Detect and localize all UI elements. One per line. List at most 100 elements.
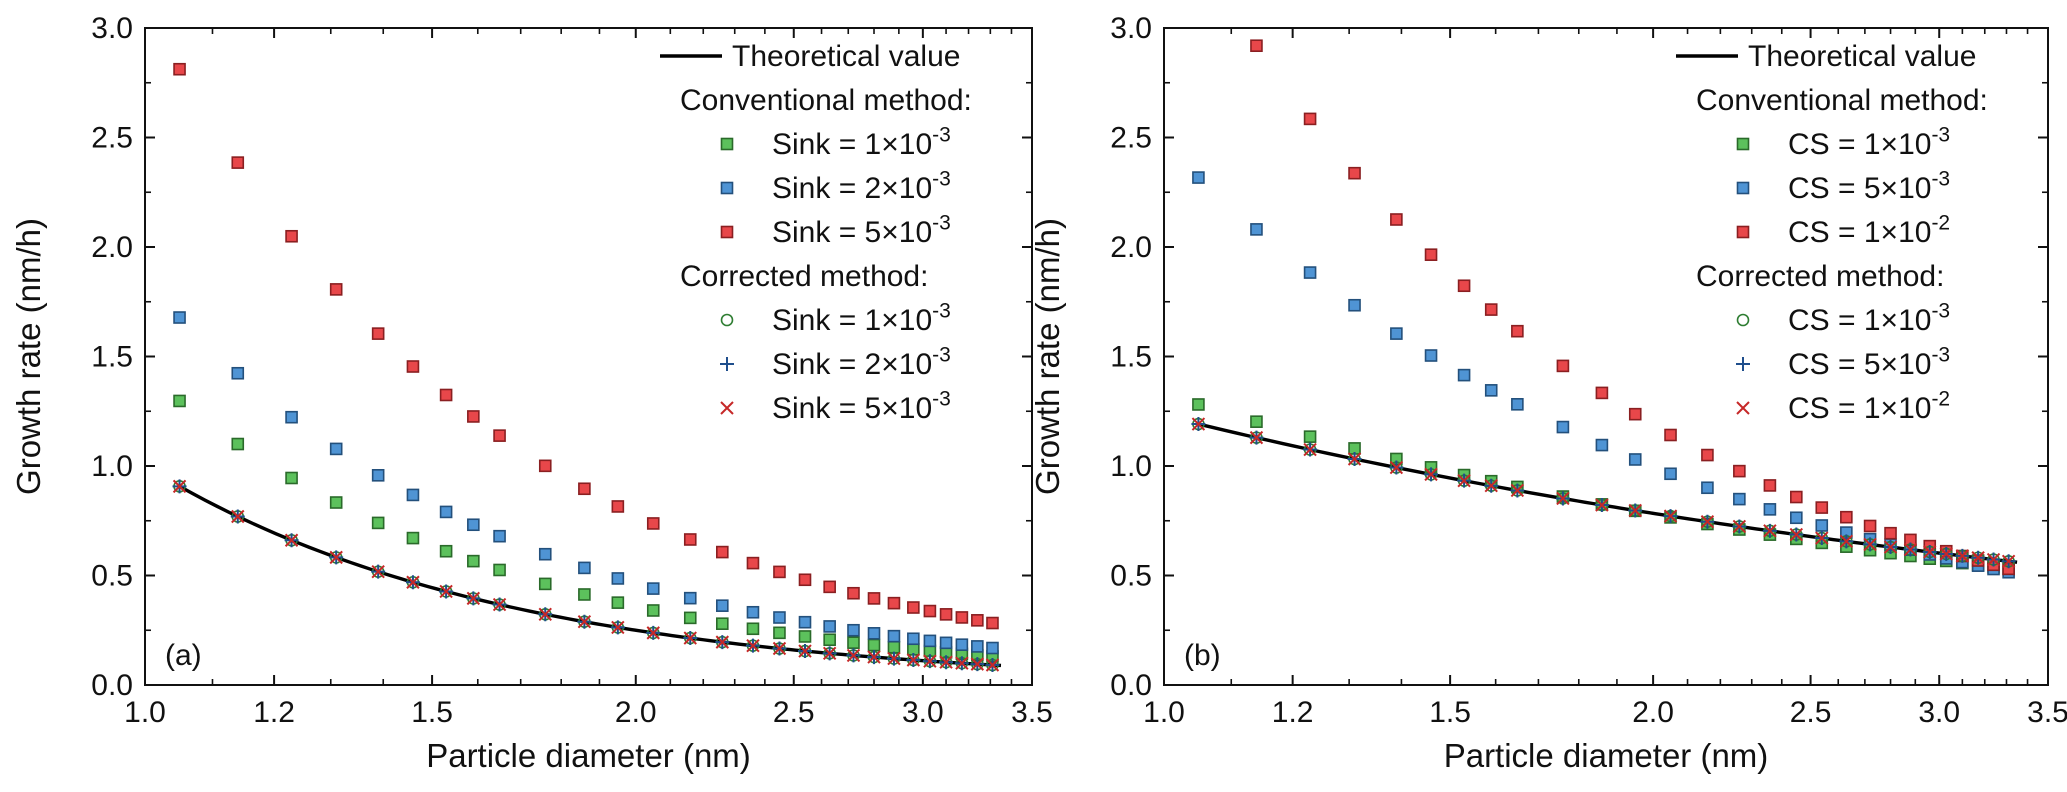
data-point — [822, 646, 837, 661]
data-point — [772, 641, 787, 656]
data-point — [1390, 327, 1403, 340]
data-point — [1733, 464, 1746, 478]
x-axis-title: Particle diameter (nm) — [426, 737, 751, 774]
data-point — [923, 604, 937, 618]
data-point — [611, 572, 625, 585]
data-point — [1191, 417, 1206, 431]
data-point — [329, 496, 343, 509]
data-point — [646, 626, 660, 640]
legend-header: Corrected method: — [680, 260, 928, 293]
legend-marker — [1736, 137, 1750, 151]
legend-marker — [720, 181, 734, 195]
y-tick-label: 2.5 — [1110, 122, 1152, 155]
data-point — [1303, 430, 1317, 443]
legend-label: CS = 1×10-3 — [1788, 123, 1950, 161]
data-point — [1664, 467, 1677, 481]
data-point — [846, 648, 861, 663]
y-tick-label: 0.5 — [91, 560, 133, 593]
data-point — [1348, 298, 1361, 312]
data-point — [467, 410, 480, 423]
y-tick-label: 2.0 — [1110, 231, 1152, 264]
data-point — [1986, 552, 2001, 567]
legend: Theoretical value Conventional method: Sin… — [660, 40, 972, 425]
data-point — [867, 638, 881, 652]
data-point — [538, 459, 552, 473]
data-point — [1903, 542, 1918, 557]
data-point — [985, 658, 1000, 672]
data-point — [467, 518, 480, 532]
data-point — [646, 604, 660, 617]
x-tick-label: 1.5 — [1429, 696, 1471, 729]
x-tick-label: 3.5 — [2027, 696, 2067, 729]
data-point — [1763, 503, 1777, 516]
data-point — [406, 360, 420, 373]
chart-panel-b: 0.0 0.5 1.0 1.5 2.0 2.5 3.0 1.0 1.2 1.5 2.0 2.5 3.0 3… — [1029, 12, 2067, 774]
series-corrected-5 — [1191, 417, 2016, 568]
data-point — [231, 366, 245, 380]
legend-marker — [1736, 313, 1750, 327]
data-point — [1628, 503, 1642, 518]
data-point — [538, 577, 552, 591]
data-point — [955, 638, 969, 651]
data-point — [1664, 428, 1677, 442]
data-point — [773, 626, 786, 640]
data-point — [1840, 510, 1853, 524]
data-point — [406, 575, 420, 589]
data-point — [716, 545, 729, 559]
data-point — [1250, 39, 1263, 53]
data-point — [939, 608, 953, 621]
data-point — [1701, 448, 1714, 462]
data-point — [231, 437, 245, 451]
legend-marker — [1736, 401, 1750, 415]
legend-label: Theoretical value — [1748, 40, 1976, 73]
data-point — [1457, 279, 1471, 293]
data-point — [867, 650, 881, 664]
data-point — [1556, 491, 1570, 506]
data-point — [1595, 386, 1609, 400]
data-point — [467, 554, 480, 568]
data-point — [1763, 479, 1777, 492]
data-point — [746, 638, 760, 653]
data-point — [492, 597, 507, 612]
x-tick-label: 2.0 — [615, 696, 657, 729]
y-tick-label: 0.0 — [1110, 669, 1152, 702]
data-point — [578, 482, 591, 496]
legend-label: Sink = 5×10-3 — [772, 211, 951, 249]
legend-header: Corrected method: — [1696, 260, 1944, 293]
data-point — [439, 544, 453, 558]
legend-label: Sink = 2×10-3 — [772, 167, 951, 205]
data-point — [683, 631, 697, 645]
panel-label: (a) — [165, 639, 202, 672]
data-point — [847, 636, 860, 649]
data-point — [971, 640, 984, 653]
legend-marker — [720, 225, 734, 239]
data-point — [1923, 545, 1937, 559]
data-point — [1192, 398, 1205, 411]
y-axis-title: Growth rate (nm/h) — [1029, 218, 1066, 495]
data-point — [538, 547, 552, 561]
data-point — [798, 615, 812, 629]
y-tick-label: 0.5 — [1110, 560, 1152, 593]
data-point — [1595, 498, 1609, 512]
data-point — [798, 630, 812, 643]
data-point — [955, 611, 969, 624]
data-point — [1249, 430, 1264, 445]
legend-label: Sink = 5×10-3 — [772, 387, 951, 425]
data-point — [1390, 213, 1403, 226]
data-point — [611, 620, 625, 635]
data-point — [923, 634, 937, 648]
x-tick-label: 3.0 — [1918, 696, 1960, 729]
data-point — [1733, 492, 1746, 506]
data-point — [1192, 171, 1205, 184]
data-point — [1790, 490, 1803, 504]
y-tick-label: 3.0 — [91, 12, 133, 45]
data-point — [1789, 527, 1804, 542]
data-point — [284, 533, 299, 547]
data-point — [907, 601, 920, 614]
data-point — [887, 640, 901, 654]
x-tick-label: 3.0 — [902, 696, 944, 729]
data-point — [439, 584, 453, 599]
data-point — [1347, 452, 1362, 466]
data-point — [538, 607, 552, 622]
data-point — [285, 229, 298, 243]
